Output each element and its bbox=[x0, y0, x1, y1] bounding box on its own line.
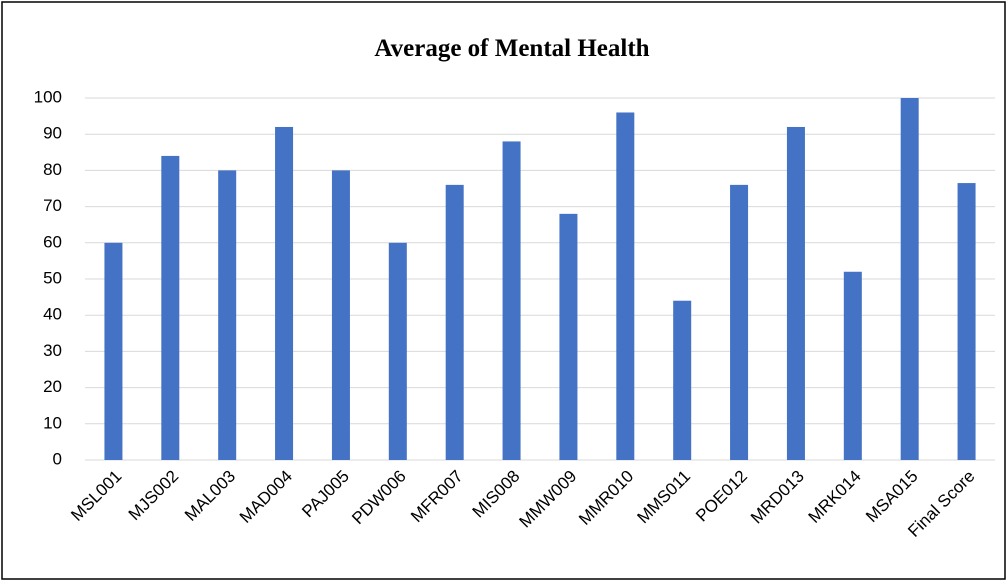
y-tick-label: 60 bbox=[43, 232, 62, 251]
bar bbox=[502, 141, 521, 460]
bar bbox=[388, 242, 407, 460]
bar bbox=[957, 183, 976, 460]
y-tick-label: 80 bbox=[43, 160, 62, 179]
bar bbox=[786, 126, 805, 461]
bar bbox=[730, 184, 749, 460]
grid: 0 10 20 30 40 50 60 70 80 90 100 bbox=[34, 87, 995, 468]
bar bbox=[673, 300, 692, 460]
y-tick-label: 40 bbox=[43, 305, 62, 324]
bar bbox=[843, 271, 862, 460]
y-tick-label: 30 bbox=[43, 341, 62, 360]
bar bbox=[900, 98, 919, 460]
bar bbox=[331, 170, 350, 460]
bar bbox=[559, 213, 578, 460]
y-tick-label: 0 bbox=[53, 449, 62, 468]
bar bbox=[275, 126, 294, 461]
y-tick-label: 10 bbox=[43, 413, 62, 432]
y-tick-label: 100 bbox=[34, 87, 62, 106]
y-tick-label: 50 bbox=[43, 268, 62, 287]
bar bbox=[161, 155, 180, 461]
y-tick-label: 90 bbox=[43, 124, 62, 143]
bar bbox=[445, 184, 464, 460]
bar bbox=[616, 112, 635, 460]
y-tick-label: 70 bbox=[43, 196, 62, 215]
chart-title: Average of Mental Health bbox=[374, 35, 649, 62]
bar bbox=[218, 170, 237, 460]
plot bbox=[104, 98, 976, 461]
bar bbox=[104, 242, 123, 460]
y-tick-label: 20 bbox=[43, 377, 62, 396]
